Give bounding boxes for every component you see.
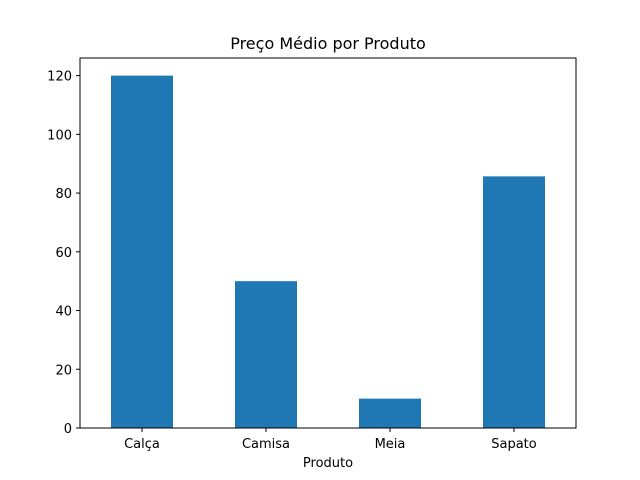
y-tick-label: 100 (47, 128, 72, 143)
x-axis: Calça Camisa Meia Sapato (124, 428, 537, 452)
x-tick-label: Meia (375, 437, 406, 452)
y-tick-label: 60 (55, 246, 72, 261)
y-tick-label: 80 (55, 187, 72, 202)
bar (235, 281, 297, 428)
x-tick-label: Calça (124, 437, 160, 452)
chart-title: Preço Médio por Produto (230, 34, 426, 53)
y-axis: 0 20 40 60 80 100 120 (47, 70, 80, 437)
plot-frame (79, 57, 577, 429)
x-axis-label: Produto (303, 456, 353, 471)
bar (111, 75, 173, 428)
y-tick-label: 120 (47, 70, 72, 85)
y-tick-label: 40 (55, 305, 72, 320)
bars-group (111, 75, 545, 428)
bar (483, 176, 545, 428)
bar (359, 398, 421, 428)
x-tick-label: Sapato (491, 437, 537, 452)
y-tick-label: 0 (64, 422, 72, 437)
y-tick-label: 20 (55, 363, 72, 378)
x-tick-label: Camisa (242, 437, 290, 452)
